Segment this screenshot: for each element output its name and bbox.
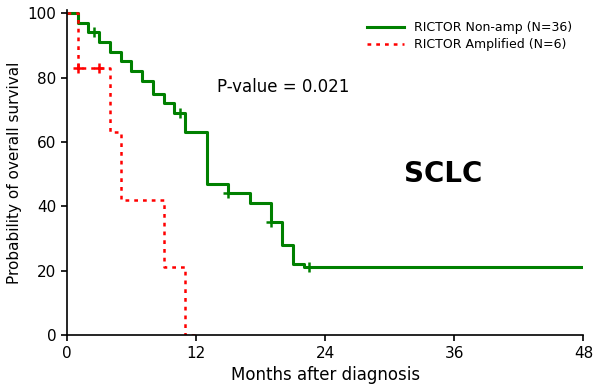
X-axis label: Months after diagnosis: Months after diagnosis	[230, 366, 419, 384]
Y-axis label: Probability of overall survival: Probability of overall survival	[7, 61, 22, 284]
Text: P-value = 0.021: P-value = 0.021	[217, 78, 350, 96]
Text: SCLC: SCLC	[404, 160, 482, 188]
Legend: RICTOR Non-amp (N=36), RICTOR Amplified (N=6): RICTOR Non-amp (N=36), RICTOR Amplified …	[362, 16, 577, 56]
